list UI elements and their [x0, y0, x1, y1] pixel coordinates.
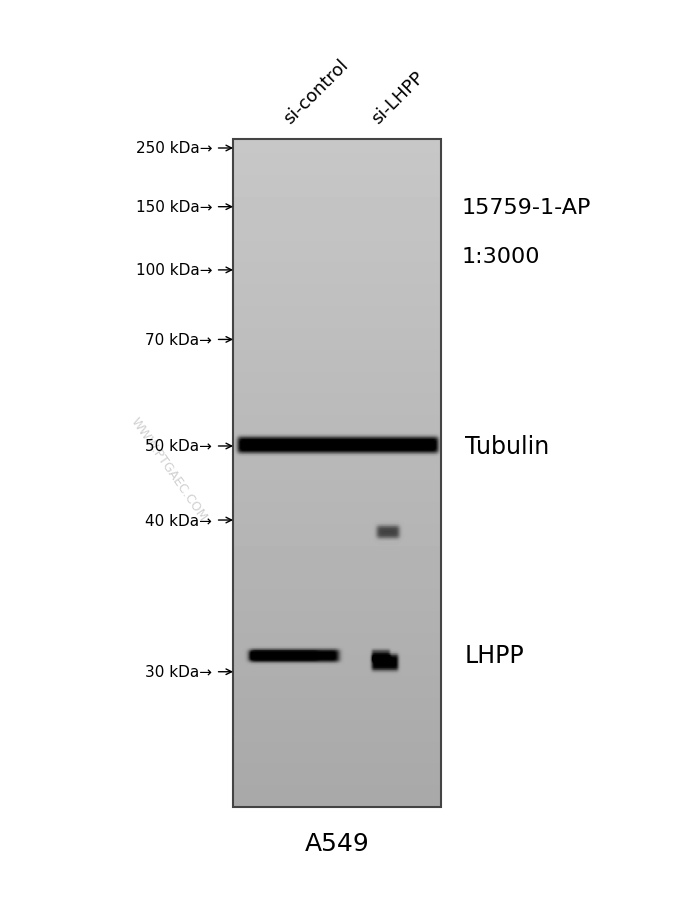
Bar [233, 140, 441, 807]
Text: 15759-1-AP: 15759-1-AP [462, 198, 591, 217]
Text: 40 kDa→: 40 kDa→ [146, 513, 212, 528]
Text: si-control: si-control [280, 57, 353, 128]
Text: 150 kDa→: 150 kDa→ [135, 200, 212, 215]
Text: A549: A549 [305, 832, 369, 855]
Text: WWW.PTGAEC.COM: WWW.PTGAEC.COM [128, 415, 209, 523]
Text: si-LHPP: si-LHPP [368, 69, 428, 128]
Text: 30 kDa→: 30 kDa→ [146, 665, 212, 679]
Text: LHPP: LHPP [465, 644, 524, 667]
Text: 100 kDa→: 100 kDa→ [135, 263, 212, 278]
Text: 250 kDa→: 250 kDa→ [135, 142, 212, 156]
Text: Tubulin: Tubulin [465, 435, 549, 458]
Text: 70 kDa→: 70 kDa→ [146, 333, 212, 347]
Text: 50 kDa→: 50 kDa→ [146, 439, 212, 454]
Text: 1:3000: 1:3000 [462, 247, 540, 267]
